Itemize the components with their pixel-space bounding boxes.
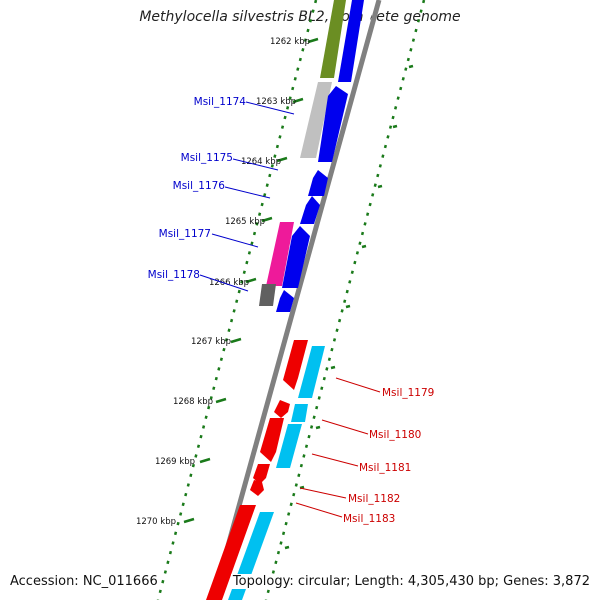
leader-line — [245, 101, 295, 115]
gene-feature-blue[interactable] — [308, 170, 328, 196]
gene-feature-blue[interactable] — [282, 226, 310, 288]
gene-feature-cyan[interactable] — [276, 424, 302, 468]
kbp-tick-label: 1262 kbp — [270, 37, 310, 47]
gene-feature-cyan[interactable] — [291, 404, 308, 422]
kbp-tick-label: 1266 kbp — [209, 278, 249, 288]
gene-label[interactable]: Msil_1174 — [194, 96, 247, 108]
gene-label[interactable]: Msil_1176 — [173, 180, 226, 192]
kbp-tick-mark — [230, 337, 242, 344]
kbp-tick-mark — [183, 517, 195, 524]
leader-line — [224, 186, 271, 199]
outer-tick-mark — [345, 304, 351, 309]
kbp-tick-mark — [307, 37, 319, 44]
kbp-tick-label: 1270 kbp — [136, 517, 176, 527]
leader-line — [295, 502, 343, 518]
kbp-tick-label: 1268 kbp — [173, 397, 213, 407]
gene-feature-red[interactable] — [283, 340, 308, 390]
gene-feature-darkgray[interactable] — [259, 284, 276, 306]
leader-line — [299, 487, 347, 499]
kbp-tick-label: 1263 kbp — [256, 97, 296, 107]
outer-tick-mark — [330, 365, 336, 370]
gene-feature-red[interactable] — [253, 464, 270, 484]
outer-tick-mark — [361, 244, 367, 249]
accession-text: Accession: NC_011666 — [10, 574, 160, 589]
gene-label[interactable]: Msil_1181 — [359, 462, 411, 474]
gene-feature-blue[interactable] — [338, 0, 364, 82]
kbp-tick-label: 1269 kbp — [155, 457, 195, 467]
gene-feature-cyan[interactable] — [298, 346, 325, 398]
outer-tick-mark — [392, 124, 398, 129]
map-title: Methylocella silvestris BL2, complete ge… — [139, 9, 461, 25]
gene-label[interactable]: Msil_1178 — [148, 269, 200, 281]
genome-backbone — [210, 0, 382, 600]
kbp-tick-mark — [292, 97, 304, 104]
outer-dotted-guide — [264, 0, 426, 600]
gene-label[interactable]: Msil_1180 — [369, 429, 421, 441]
gene-feature-lightgray[interactable] — [300, 82, 332, 158]
kbp-tick-mark — [245, 277, 257, 284]
genome-summary-text: Topology: circular; Length: 4,305,430 bp… — [230, 574, 590, 589]
outer-tick-mark — [408, 64, 414, 69]
outer-tick-mark — [315, 425, 321, 430]
gene-feature-olive[interactable] — [320, 0, 346, 78]
kbp-tick-mark — [199, 457, 211, 464]
gene-feature-red[interactable] — [260, 418, 284, 462]
gene-feature-red[interactable] — [250, 480, 264, 496]
gene-label[interactable]: Msil_1175 — [181, 152, 233, 164]
kbp-tick-label: 1264 kbp — [241, 157, 281, 167]
kbp-tick-label: 1265 kbp — [225, 217, 265, 227]
gene-feature-blue[interactable] — [276, 290, 294, 312]
leader-line — [211, 233, 259, 248]
gene-feature-red[interactable] — [274, 400, 290, 418]
leader-line — [199, 274, 249, 292]
kbp-tick-mark — [261, 216, 273, 223]
outer-tick-mark — [284, 545, 290, 550]
kbp-tick-label: 1267 kbp — [191, 337, 231, 347]
gene-label[interactable]: Msil_1179 — [382, 387, 434, 399]
inner-dotted-guide — [156, 0, 318, 600]
leader-line — [232, 158, 279, 171]
kbp-tick-mark — [215, 397, 227, 404]
gene-feature-magenta[interactable] — [266, 222, 294, 286]
gene-label[interactable]: Msil_1183 — [343, 513, 395, 525]
gene-feature-blue[interactable] — [318, 86, 348, 162]
gene-label[interactable]: Msil_1177 — [159, 228, 211, 240]
gene-label[interactable]: Msil_1182 — [348, 493, 400, 505]
leader-line — [321, 419, 369, 435]
outer-tick-mark — [377, 184, 383, 189]
leader-line — [311, 453, 359, 467]
gene-feature-blue[interactable] — [300, 196, 320, 224]
gene-feature-red[interactable] — [206, 505, 256, 600]
kbp-tick-mark — [276, 156, 288, 163]
leader-line — [335, 377, 381, 393]
